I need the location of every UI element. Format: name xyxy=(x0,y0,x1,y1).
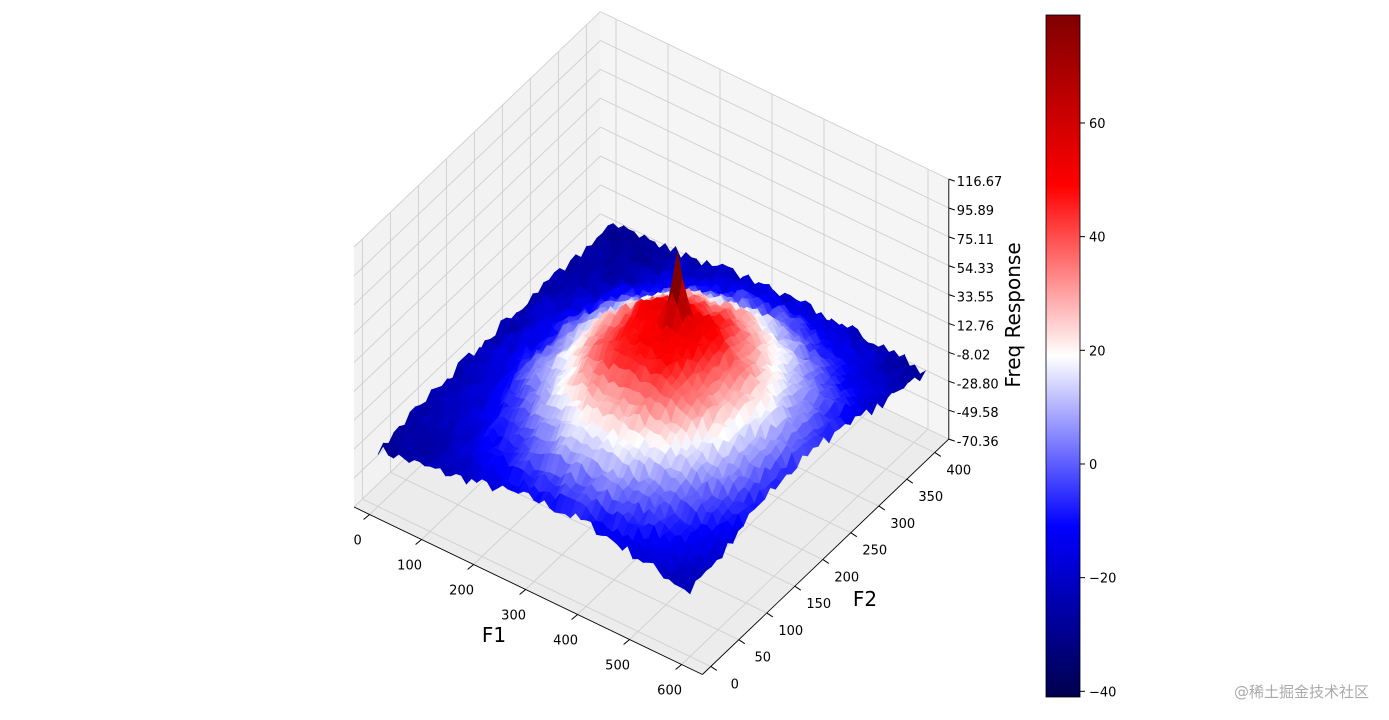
watermark: @稀土掘金技术社区 xyxy=(1233,683,1369,701)
z-axis-label: Freq Response xyxy=(1001,242,1025,387)
grid-line-y xyxy=(390,471,739,641)
z-tick xyxy=(948,351,955,355)
colorbar-tick-label: 0 xyxy=(1089,458,1097,473)
right-pane xyxy=(600,11,949,440)
grid-line-z xyxy=(353,155,601,392)
x-axis-label: F1 xyxy=(482,623,506,647)
colorbar-tick-label: −40 xyxy=(1089,685,1116,700)
y-tick xyxy=(822,559,830,564)
grid-line-y xyxy=(362,498,711,667)
grid-line-z xyxy=(600,97,949,267)
z-tick xyxy=(948,178,955,182)
z-tick xyxy=(948,438,955,442)
z-tick-label: -8.02 xyxy=(957,348,991,363)
z-tick xyxy=(948,236,955,240)
y-tick-label: 400 xyxy=(946,463,971,478)
z-tick xyxy=(948,294,955,298)
grid-line-z xyxy=(600,68,949,238)
surface-cell xyxy=(684,579,696,595)
x-tick xyxy=(415,539,422,545)
z-tick-label: 116.67 xyxy=(957,175,1003,190)
z-tick-label: 95.89 xyxy=(957,204,994,219)
grid-line-z xyxy=(600,11,949,180)
z-tick-label: -70.36 xyxy=(957,435,999,450)
z-tick xyxy=(948,323,955,327)
colorbar-tick-label: 60 xyxy=(1089,117,1106,132)
y-tick-label: 350 xyxy=(918,490,943,505)
y-tick-label: 50 xyxy=(755,651,772,666)
grid-line-x xyxy=(681,428,929,665)
x-axis-line xyxy=(353,506,703,675)
grid-line-z xyxy=(353,11,601,248)
left-pane xyxy=(354,11,601,507)
x-tick xyxy=(467,564,474,570)
z-tick xyxy=(948,409,955,413)
grid-line-z xyxy=(600,126,949,296)
grid-line-z xyxy=(600,40,949,209)
x-tick-label: 200 xyxy=(449,584,474,599)
z-tick-label: 75.11 xyxy=(957,233,994,248)
y-tick-label: 100 xyxy=(778,624,803,639)
y-tick xyxy=(710,666,718,671)
grid-line-z xyxy=(353,97,601,334)
x-tick-label: 600 xyxy=(657,684,682,699)
y-tick xyxy=(934,452,942,457)
colorbar-tick-label: 40 xyxy=(1089,231,1106,246)
colorbar-tick-label: 20 xyxy=(1089,344,1106,359)
colorbar xyxy=(1045,14,1081,698)
z-tick-label: 54.33 xyxy=(957,262,994,277)
z-tick-label: -28.80 xyxy=(957,377,999,392)
y-tick xyxy=(850,532,858,538)
z-tick xyxy=(948,265,955,269)
y-tick xyxy=(794,585,802,591)
y-tick xyxy=(878,505,886,511)
z-tick xyxy=(948,380,955,384)
x-tick-label: 300 xyxy=(501,609,526,624)
x-tick xyxy=(675,664,682,670)
z-tick-label: -49.58 xyxy=(957,406,999,421)
grid-line-z xyxy=(353,126,601,363)
grid-line-z xyxy=(353,213,601,450)
y-tick-label: 200 xyxy=(834,570,859,585)
x-tick xyxy=(623,639,630,645)
surface xyxy=(377,223,926,595)
z-tick xyxy=(948,207,955,211)
x-tick-label: 100 xyxy=(397,559,422,574)
y-tick xyxy=(906,478,914,484)
x-tick xyxy=(571,614,578,620)
colorbar-tick-label: −20 xyxy=(1089,572,1116,587)
z-tick-label: 33.55 xyxy=(957,291,994,306)
z-tick-label: 12.76 xyxy=(957,320,994,335)
grid-line-z xyxy=(353,184,601,421)
grid-line-z xyxy=(600,155,949,324)
x-tick-label: 400 xyxy=(553,634,578,649)
x-tick xyxy=(363,514,370,520)
x-tick-label: 500 xyxy=(605,659,630,674)
y-tick xyxy=(766,612,774,618)
grid-line-x xyxy=(629,403,877,640)
y-tick-label: 300 xyxy=(890,517,915,532)
y-axis-label: F2 xyxy=(853,587,877,611)
y-tick xyxy=(738,639,746,645)
grid-line-z xyxy=(353,40,601,277)
x-tick xyxy=(519,589,526,595)
y-axis-line xyxy=(702,438,950,675)
y-tick-label: 150 xyxy=(806,597,831,612)
y-tick-label: 250 xyxy=(862,544,887,559)
x-tick-label: 0 xyxy=(353,534,361,549)
colorbar-ticks: −40 −20 0 20 40 60 xyxy=(1080,117,1116,700)
grid-line-z xyxy=(353,69,601,306)
grid-line-z xyxy=(600,184,949,353)
y-tick-label: 0 xyxy=(731,677,739,692)
